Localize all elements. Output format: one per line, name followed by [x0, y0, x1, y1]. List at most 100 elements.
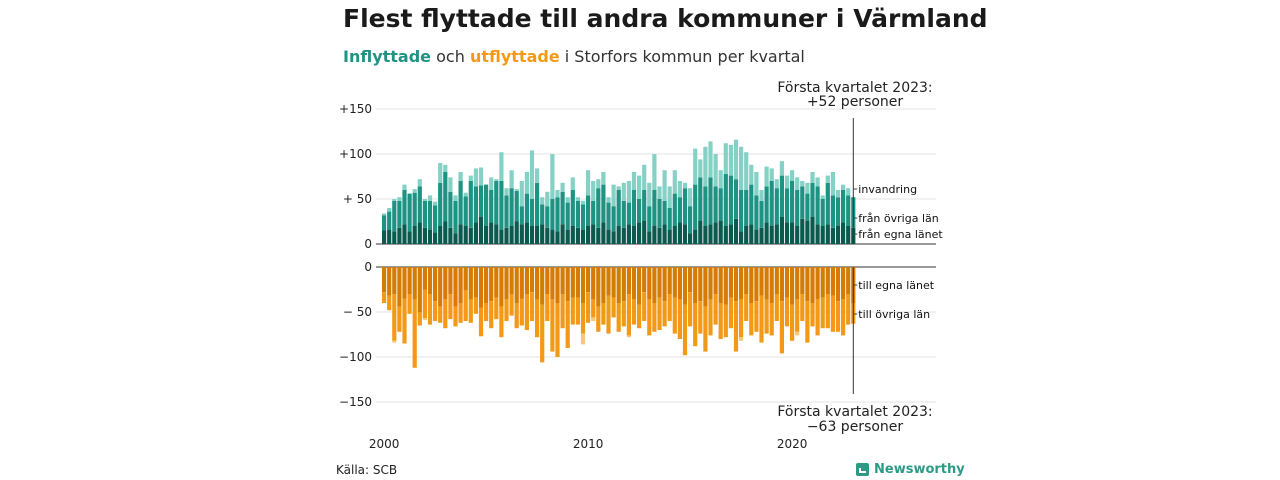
bar-out — [784, 267, 790, 298]
subtitle-utflyttade: utflyttade — [469, 47, 560, 66]
bar-out — [662, 301, 667, 327]
bar-in — [688, 188, 693, 207]
bar-out — [779, 301, 784, 354]
bar-in — [387, 211, 392, 230]
bar-in — [611, 184, 616, 207]
bar-out — [580, 303, 586, 334]
bar-in — [784, 188, 790, 223]
bar-in — [841, 184, 846, 190]
bar-in — [560, 191, 565, 225]
bar-out — [422, 318, 427, 321]
bar-out — [647, 267, 652, 300]
bar-out — [535, 267, 540, 300]
x-tick-label: 2010 — [573, 437, 604, 451]
bar-out — [560, 294, 565, 329]
bar-out — [611, 297, 616, 318]
bar-out — [392, 267, 397, 294]
bar-in — [387, 229, 392, 244]
bar-out — [647, 299, 652, 336]
bar-in — [519, 206, 524, 225]
bar-in — [728, 224, 733, 244]
bar-in — [616, 186, 621, 190]
bar-in — [458, 224, 463, 244]
bar-out — [841, 267, 846, 300]
bar-in — [805, 182, 810, 194]
bar-out — [733, 301, 739, 352]
bar-out — [688, 292, 693, 327]
bar-out — [774, 294, 779, 321]
bar-in — [647, 231, 652, 244]
bar-in — [830, 227, 835, 244]
bar-in — [509, 188, 514, 226]
bar-out — [708, 267, 713, 300]
bar-out — [744, 267, 749, 294]
bar-in — [667, 186, 672, 208]
bar-out — [703, 267, 708, 307]
bar-in — [754, 195, 759, 230]
bar-in — [739, 190, 744, 232]
bar-in — [545, 191, 550, 207]
bar-in — [825, 175, 830, 183]
bar-in — [693, 184, 698, 230]
bar-in — [810, 182, 815, 217]
bar-out — [830, 295, 835, 332]
bar-out — [397, 267, 402, 307]
bar-out — [759, 267, 764, 296]
bar-in — [774, 179, 779, 189]
bar-in — [545, 206, 550, 228]
bar-out — [739, 299, 744, 338]
bar-in — [708, 224, 713, 244]
y-tick-label-top: +150 — [339, 102, 372, 116]
bar-out — [728, 297, 733, 329]
bar-in — [417, 186, 422, 223]
bar-in — [489, 190, 494, 223]
bar-in — [728, 145, 733, 176]
bar-in — [703, 146, 708, 187]
bar-in — [693, 229, 698, 244]
bar-out — [841, 299, 846, 336]
bar-in — [473, 222, 478, 244]
bar-out — [642, 267, 647, 293]
subtitle-rest: i Storfors kommun per kvartal — [559, 47, 805, 66]
bar-in — [769, 226, 774, 244]
bar-in — [422, 199, 427, 201]
bar-in — [494, 224, 499, 244]
bar-out — [784, 297, 790, 327]
bar-in — [427, 200, 433, 230]
bar-in — [642, 190, 647, 221]
bar-in — [433, 205, 438, 233]
bar-in — [422, 200, 427, 228]
bar-out — [453, 306, 458, 327]
bar-in — [616, 190, 621, 226]
bar-out — [458, 267, 463, 303]
bar-out — [509, 267, 514, 294]
bar-out — [713, 294, 718, 325]
bar-in — [805, 193, 810, 221]
bar-out — [529, 267, 535, 293]
bar-out — [417, 267, 422, 312]
bar-in — [504, 188, 509, 196]
bar-in — [448, 177, 453, 192]
bar-in — [535, 168, 540, 183]
bar-out — [835, 267, 841, 302]
annotation-bottom-line1: Första kvartalet 2023: — [777, 404, 932, 420]
bar-out — [733, 267, 739, 302]
bar-in — [509, 226, 514, 244]
subtitle-connector: och — [431, 47, 470, 66]
bar-out — [514, 267, 519, 303]
bar-in — [458, 181, 463, 225]
bar-in — [448, 191, 453, 228]
bar-in — [494, 181, 499, 225]
bar-out — [764, 267, 769, 300]
bar-in — [688, 206, 693, 234]
bar-in — [468, 181, 473, 228]
bar-out — [524, 267, 529, 294]
bar-out — [402, 267, 407, 299]
bar-in — [810, 217, 815, 244]
bar-in — [565, 229, 570, 244]
bar-out — [519, 298, 524, 326]
bar-in — [662, 200, 667, 225]
bar-out — [769, 267, 774, 303]
bar-out — [504, 299, 509, 321]
bar-out — [698, 267, 703, 302]
